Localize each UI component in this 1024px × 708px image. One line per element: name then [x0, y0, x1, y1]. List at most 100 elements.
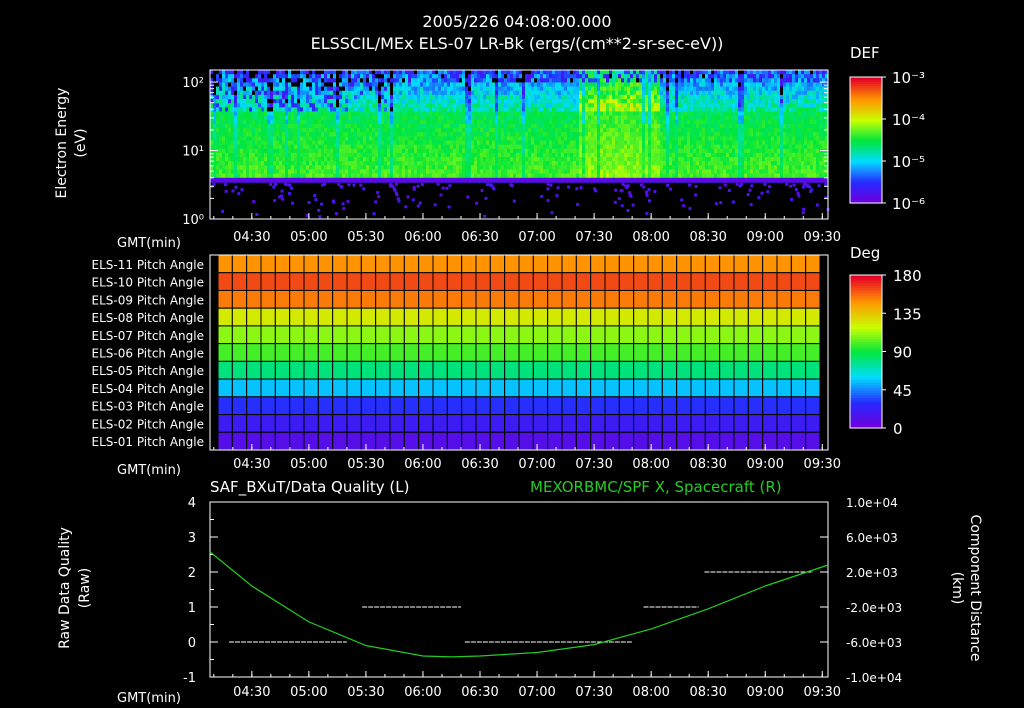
noise-dot — [406, 195, 410, 199]
noise-dot — [288, 183, 292, 187]
panel1-frame — [209, 69, 829, 220]
noise-dot — [757, 196, 761, 200]
noise-dot — [510, 184, 514, 188]
colorbar1-segment — [850, 152, 882, 156]
colorbar1-segment — [850, 135, 882, 139]
colorbar1-segment — [850, 127, 882, 131]
panel3-ylabel-right-line2: (km) — [949, 571, 965, 605]
noise-dot — [645, 191, 649, 195]
noise-dot — [280, 189, 284, 193]
panel3-ytick-right-label: -1.0e+04 — [846, 671, 902, 685]
noise-dot — [318, 215, 322, 219]
noise-dot — [810, 188, 814, 192]
noise-dot — [447, 205, 451, 209]
noise-dot — [284, 182, 288, 186]
noise-dot — [416, 184, 420, 188]
pitch-row-label: ELS-05 Pitch Angle — [92, 364, 204, 378]
colorbar1-label: DEF — [850, 44, 880, 62]
pitch-row-label: ELS-06 Pitch Angle — [92, 347, 204, 361]
noise-dot — [334, 212, 338, 216]
colorbar1-segment — [850, 179, 882, 183]
colorbar1-segment — [850, 167, 882, 170]
noise-dot — [273, 199, 277, 203]
colorbar1-segment — [850, 158, 882, 162]
noise-dot — [231, 189, 235, 193]
noise-dot — [613, 200, 617, 204]
noise-dot — [645, 211, 649, 215]
noise-dot — [723, 183, 727, 187]
noise-dot — [342, 207, 346, 211]
noise-dot — [688, 207, 692, 211]
noise-dot — [394, 191, 398, 195]
panel1-xtick-label: 08:00 — [632, 230, 669, 245]
noise-dot — [688, 183, 692, 187]
colorbar1-segment — [850, 125, 882, 128]
noise-dot — [824, 182, 828, 186]
panel3-ytick-right-label: -6.0e+03 — [846, 636, 902, 650]
panel3-ytick-left-label: 3 — [188, 531, 196, 546]
panel3-ytick-left-label: 4 — [188, 496, 196, 511]
noise-dot — [614, 188, 618, 192]
panel1-ytick-label: 10² — [182, 76, 204, 91]
noise-dot — [416, 204, 420, 208]
panel1-xtick-label: 09:30 — [804, 230, 841, 245]
panel1-xtick-label: 07:00 — [518, 230, 555, 245]
colorbar1-segment — [850, 83, 882, 86]
panel3-ylabel-left-line1: Raw Data Quality — [57, 527, 73, 649]
noise-dot — [436, 182, 440, 186]
noise-dot — [347, 183, 351, 187]
colorbar1-segment — [850, 106, 882, 110]
noise-dot — [341, 202, 345, 206]
noise-dot — [645, 193, 649, 197]
panel3-xtick-label: 07:00 — [518, 685, 555, 700]
noise-dot — [269, 182, 273, 186]
noise-dot — [682, 204, 686, 208]
colorbar1-tick-label: 10⁻⁵ — [892, 153, 925, 171]
noise-dot — [362, 187, 366, 191]
noise-dot — [760, 191, 764, 195]
colorbar1-segment — [850, 100, 882, 103]
noise-dot — [801, 185, 805, 189]
panel3-xtick-label: 06:00 — [404, 685, 441, 700]
noise-dot — [567, 185, 571, 189]
noise-dot — [625, 186, 629, 190]
noise-dot — [512, 199, 516, 203]
noise-dot — [639, 183, 643, 187]
panel3-title-left: SAF_BXuT/Data Quality (L) — [210, 478, 410, 496]
noise-dot — [412, 185, 416, 189]
colorbar1-segment — [850, 93, 882, 97]
colorbar1-segment — [850, 192, 882, 196]
colorbar1-tick-label: 10⁻³ — [892, 69, 925, 87]
noise-dot — [377, 195, 381, 199]
noise-dot — [412, 187, 416, 191]
noise-dot — [389, 184, 393, 188]
noise-dot — [224, 183, 228, 187]
colorbar1-segment — [850, 108, 882, 112]
panel3-ylabel-left-line2: (Raw) — [77, 567, 93, 609]
colorbar1-segment — [850, 85, 882, 89]
noise-dot — [647, 188, 651, 192]
noise-dot — [492, 187, 496, 191]
colorbar1-segment — [850, 198, 882, 202]
noise-dot — [594, 189, 598, 193]
noise-dot — [281, 197, 285, 201]
noise-dot — [629, 194, 633, 198]
colorbar1-tick-label: 10⁻⁴ — [892, 111, 925, 129]
noise-dot — [556, 186, 560, 190]
noise-dot — [212, 182, 216, 186]
noise-dot — [352, 183, 356, 187]
panel3-xtick-label: 05:30 — [347, 685, 384, 700]
noise-dot — [234, 185, 238, 189]
noise-dot — [237, 192, 241, 196]
noise-dot — [489, 183, 493, 187]
colorbar1-segment — [850, 150, 882, 154]
noise-dot — [252, 200, 256, 204]
panel3-xtick-label: 05:00 — [290, 685, 327, 700]
noise-dot — [394, 182, 398, 186]
noise-dot — [746, 193, 750, 197]
panel3-xtick-label: 08:00 — [632, 685, 669, 700]
noise-dot — [748, 188, 752, 192]
noise-dot — [731, 200, 735, 204]
colorbar1-segment — [850, 148, 882, 152]
panel3-xtick-label: 07:30 — [575, 685, 612, 700]
